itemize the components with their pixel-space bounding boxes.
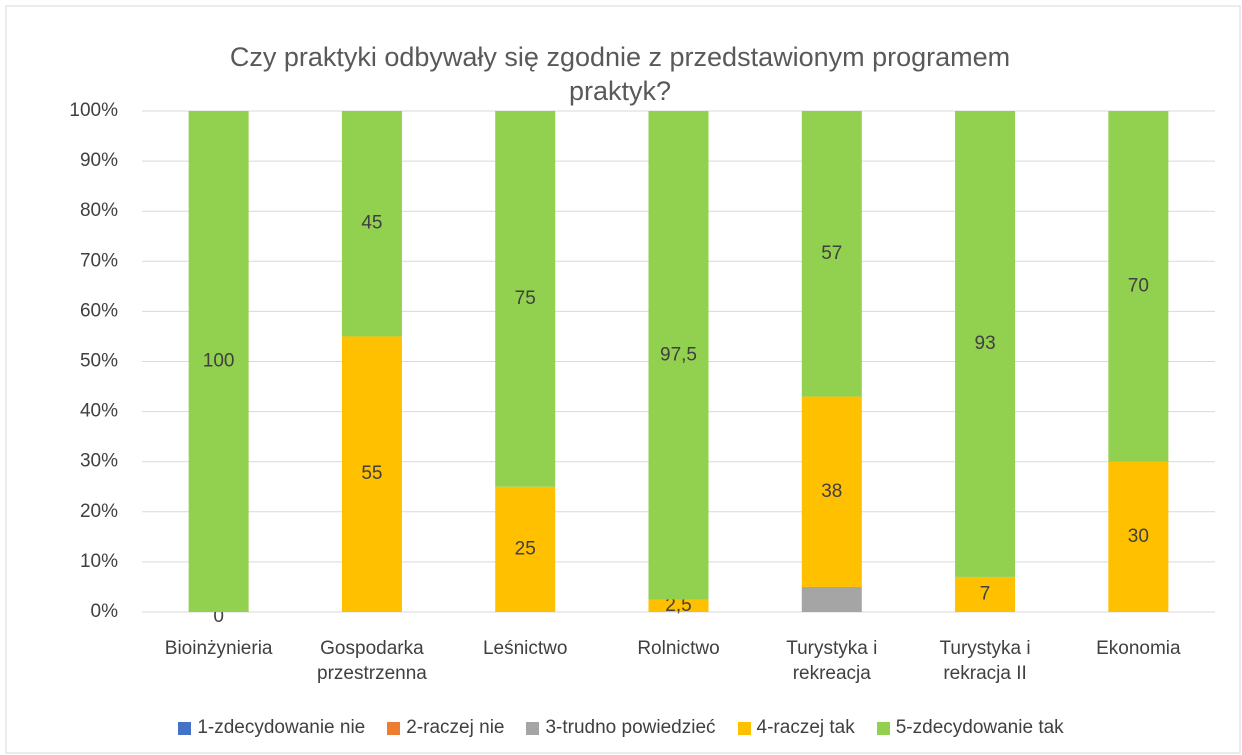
bar-segment xyxy=(801,586,862,612)
legend-item: 3-trudno powiedzieć xyxy=(526,717,716,739)
bar-segment xyxy=(341,111,402,337)
y-tick-label: 60% xyxy=(80,300,118,321)
legend-label: 3-trudno powiedzieć xyxy=(545,717,716,738)
y-tick-label: 50% xyxy=(80,351,118,372)
chart-title: Czy praktyki odbywały się zgodnie z prze… xyxy=(229,42,1011,106)
data-label: 30 xyxy=(1128,526,1149,547)
chart-border xyxy=(5,5,1241,754)
legend-label: 4-raczej tak xyxy=(756,717,855,738)
legend-item: 4-raczej tak xyxy=(737,717,855,739)
y-tick-label: 0% xyxy=(91,601,119,622)
legend-label: 5-zdecydowanie tak xyxy=(895,717,1064,738)
data-label: 7 xyxy=(980,583,991,604)
bar-segment xyxy=(495,486,556,612)
bar-segment xyxy=(1108,111,1169,462)
bar-segment xyxy=(188,111,249,612)
legend-swatch xyxy=(737,721,751,735)
legend-item: 1-zdecydowanie nie xyxy=(178,717,365,739)
legend: 1-zdecydowanie nie 2-raczej nie 3-trudno p… xyxy=(0,717,1242,739)
data-label: 75 xyxy=(515,288,536,309)
y-tick-label: 70% xyxy=(80,250,118,271)
bar-segment xyxy=(801,396,862,587)
legend-swatch xyxy=(387,721,401,735)
data-label: 93 xyxy=(975,333,996,354)
legend-item: 2-raczej nie xyxy=(387,717,504,739)
x-tick-label: Ekonomia xyxy=(1096,638,1181,659)
data-label: 55 xyxy=(361,463,382,484)
bar-segment xyxy=(341,336,402,612)
data-label: 97,5 xyxy=(660,344,697,365)
x-tick-label: Turystyka i rekreacja xyxy=(786,638,878,684)
legend-label: 2-raczej nie xyxy=(406,717,505,738)
data-label: 38 xyxy=(821,481,842,502)
x-tick-label: Leśnictwo xyxy=(482,638,568,659)
legend-swatch xyxy=(178,721,192,735)
bar-segment xyxy=(648,599,709,612)
data-label: 25 xyxy=(515,538,536,559)
y-tick-label: 40% xyxy=(80,401,118,422)
bar-segment xyxy=(955,111,1016,577)
y-tick-label: 100% xyxy=(69,100,118,121)
data-label: 57 xyxy=(821,243,842,264)
bar-segment xyxy=(648,111,709,600)
bar-segment xyxy=(955,576,1016,612)
data-label: 2,5 xyxy=(665,595,691,616)
y-tick-label: 30% xyxy=(80,451,118,472)
bar-segment xyxy=(495,111,556,487)
x-tick-label: Gospodarka przestrzenna xyxy=(317,638,427,684)
bar-segment xyxy=(1108,461,1169,612)
y-tick-label: 10% xyxy=(80,551,118,572)
legend-label: 1-zdecydowanie nie xyxy=(197,717,366,738)
y-tick-label: 90% xyxy=(80,150,118,171)
legend-item: 5-zdecydowanie tak xyxy=(876,717,1064,739)
x-tick-label: Turystyka i rekracja II xyxy=(939,638,1031,684)
data-label: 45 xyxy=(361,213,382,234)
y-tick-label: 80% xyxy=(80,200,118,221)
legend-swatch xyxy=(526,721,540,735)
legend-swatch xyxy=(876,721,890,735)
x-tick-label: Rolnictwo xyxy=(637,638,720,659)
data-label: 0 xyxy=(213,606,224,627)
bar-segment xyxy=(801,111,862,397)
x-tick-label: Bioinżynieria xyxy=(164,638,273,659)
data-label: 100 xyxy=(203,351,235,372)
y-tick-label: 20% xyxy=(80,501,118,522)
data-label: 70 xyxy=(1128,275,1149,296)
